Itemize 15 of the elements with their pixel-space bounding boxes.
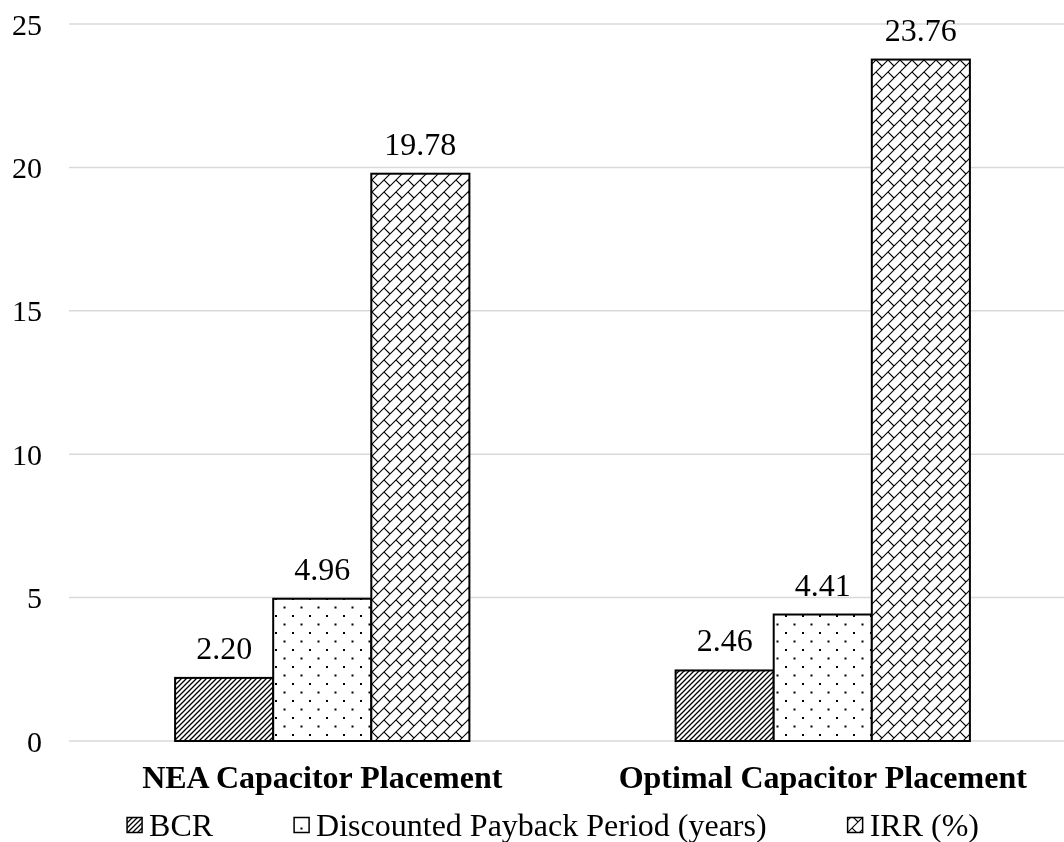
- data-label: 4.41: [794, 566, 851, 603]
- y-tick-label: 5: [27, 581, 42, 615]
- x-tick-label: Optimal Capacitor Placement: [618, 759, 1028, 795]
- y-tick-label: 25: [12, 7, 42, 41]
- data-label: 4.96: [294, 550, 351, 587]
- x-tick-label: NEA Capacitor Placement: [142, 759, 503, 795]
- y-tick-label: 10: [12, 437, 42, 471]
- y-tick-label: 15: [12, 294, 42, 328]
- y-tick-label: 20: [12, 150, 42, 184]
- data-label: 2.46: [696, 622, 753, 659]
- y-tick-label: 0: [27, 724, 42, 758]
- legend-label: BCR: [149, 807, 214, 842]
- data-label: 19.78: [384, 125, 457, 162]
- data-label: 23.76: [884, 11, 957, 48]
- data-label: 2.20: [196, 629, 253, 666]
